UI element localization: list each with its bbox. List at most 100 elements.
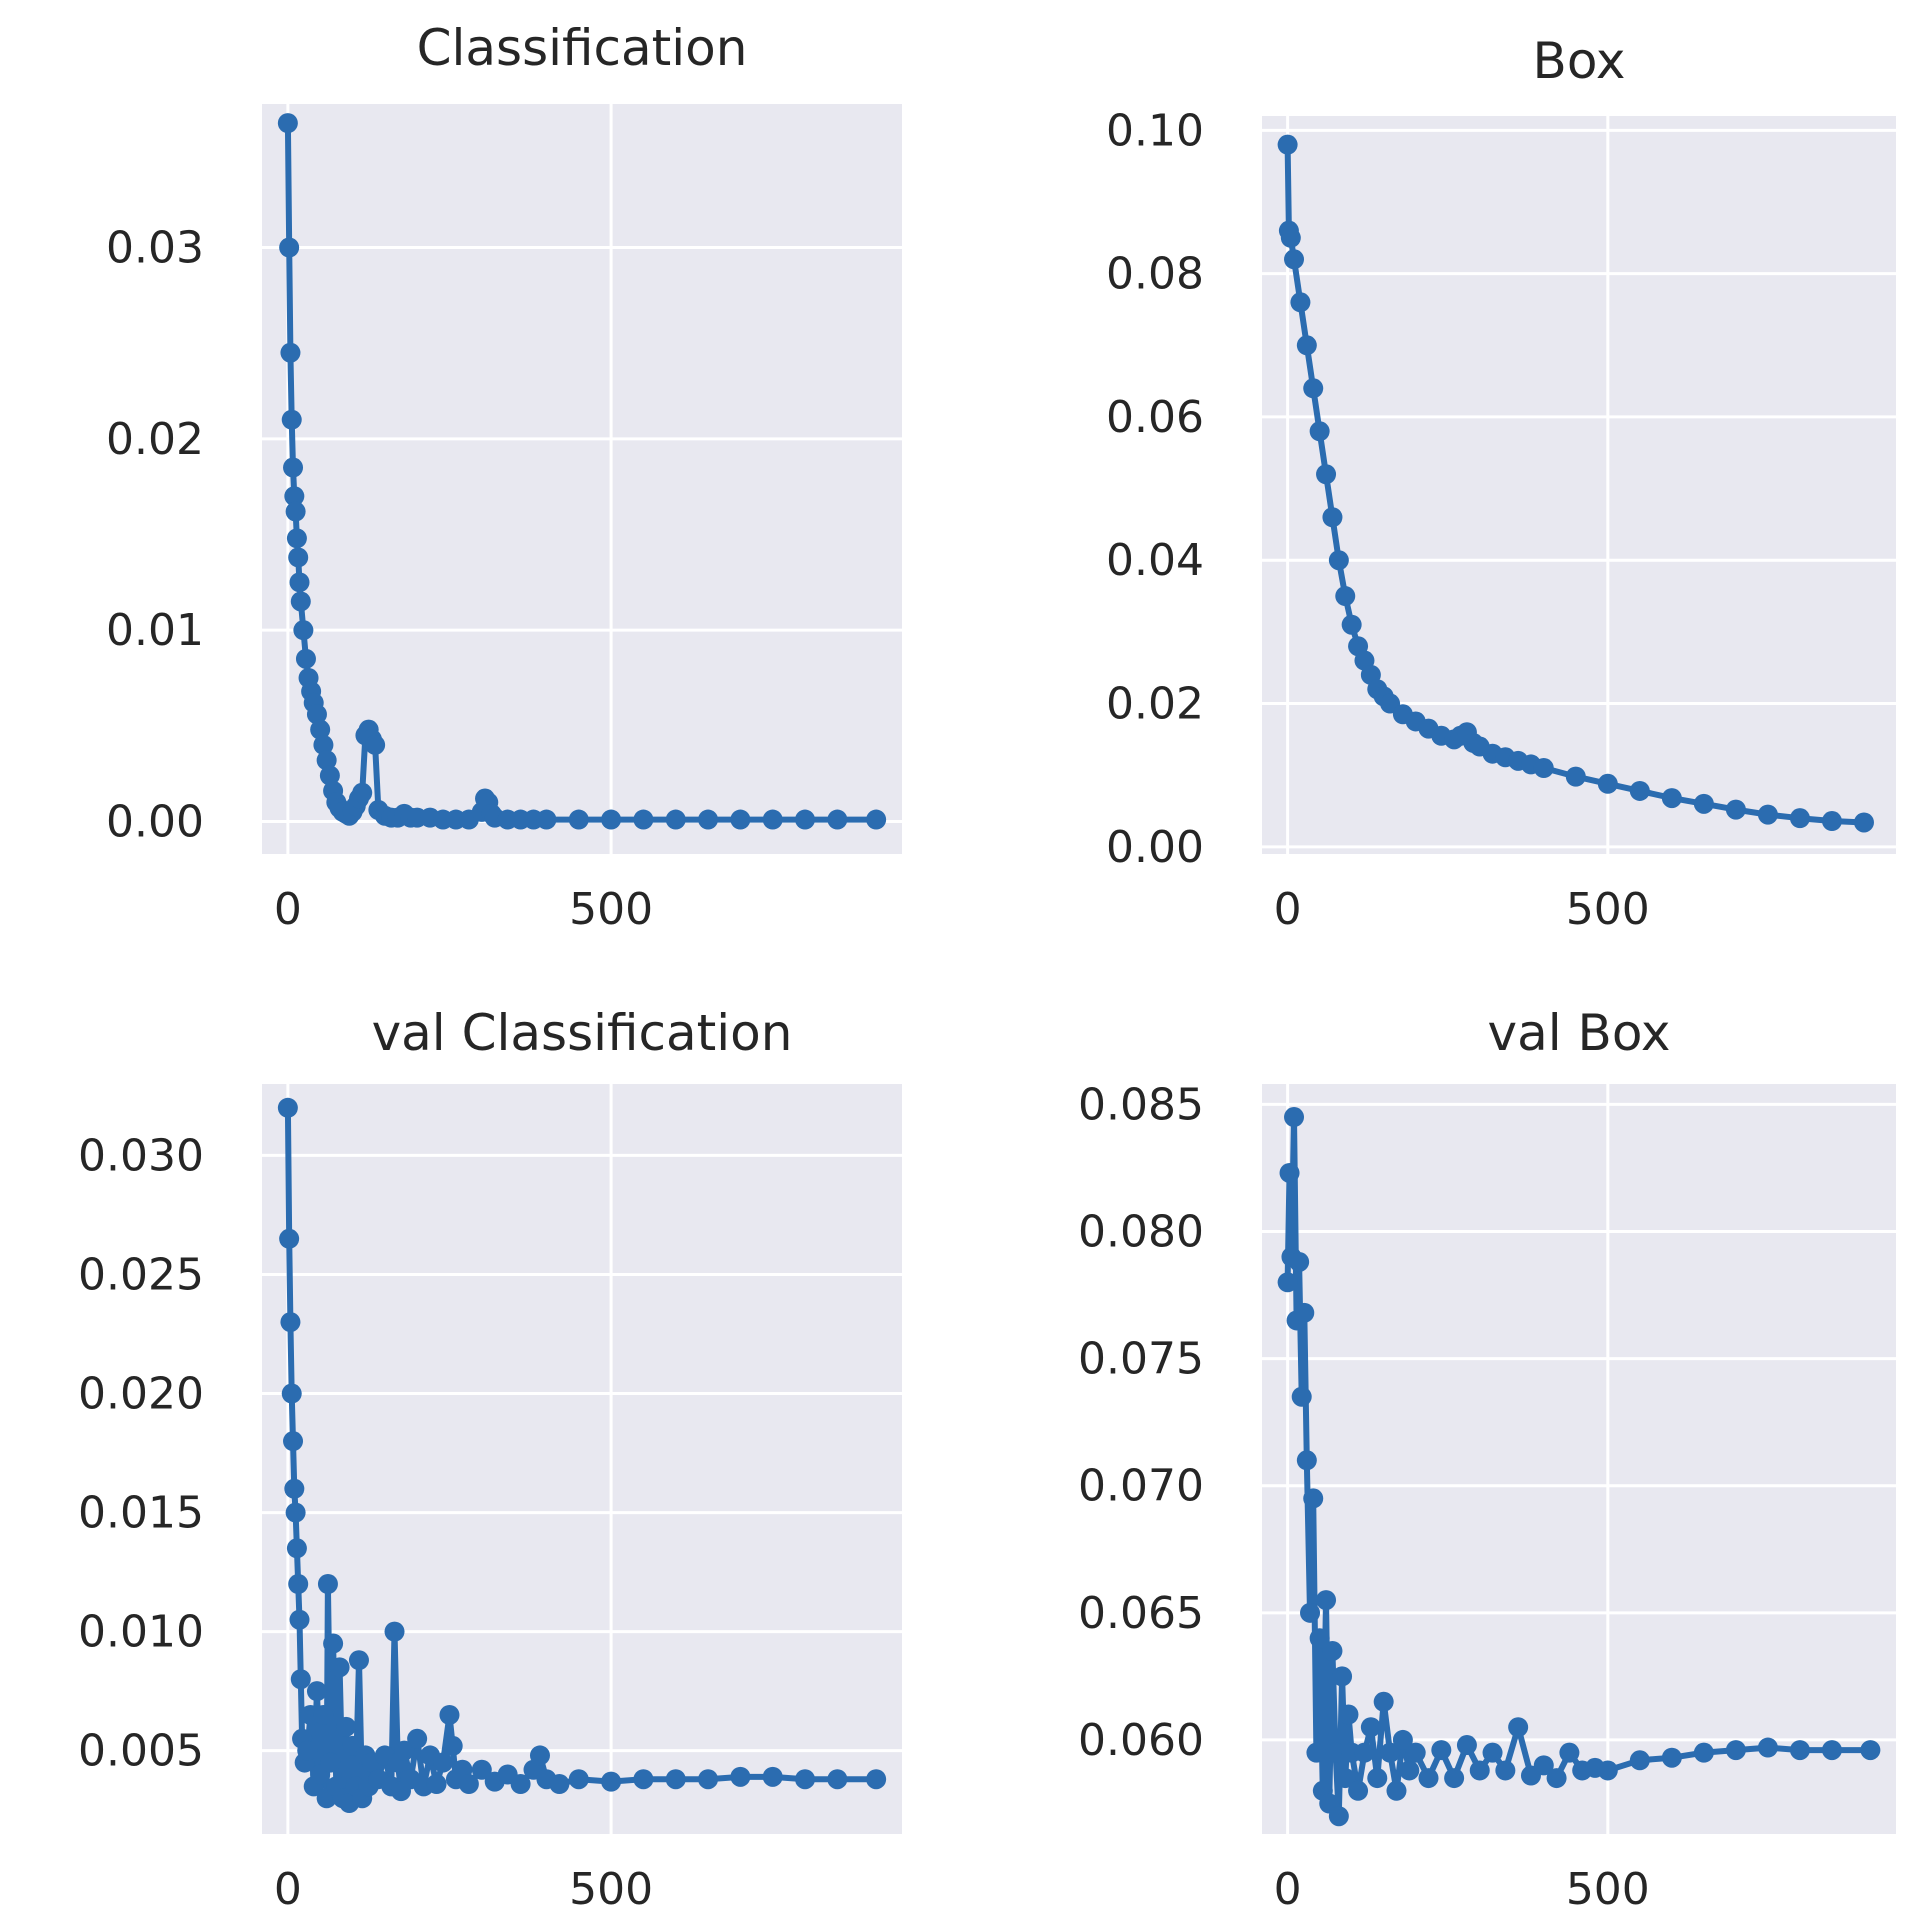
data-point xyxy=(1294,1302,1315,1323)
data-point xyxy=(280,342,301,363)
data-point xyxy=(549,1774,570,1794)
data-point xyxy=(1821,811,1842,832)
data-point xyxy=(277,1097,298,1118)
data-point xyxy=(1629,1750,1650,1771)
data-point xyxy=(730,809,751,830)
data-point xyxy=(323,1633,344,1654)
data-point xyxy=(1533,1755,1554,1776)
data-point xyxy=(284,1478,305,1499)
x-tick-label: 0 xyxy=(1274,1864,1302,1915)
data-point xyxy=(1821,1740,1842,1761)
data-point xyxy=(1482,1742,1503,1763)
x-tick-label: 500 xyxy=(569,1864,653,1915)
data-point xyxy=(1300,1602,1321,1623)
data-point xyxy=(1597,773,1618,794)
data-point xyxy=(827,1769,848,1790)
data-point xyxy=(286,1538,307,1559)
data-point xyxy=(866,809,887,830)
chart-title: val Classification xyxy=(372,1004,793,1062)
data-point xyxy=(279,1228,300,1249)
data-point xyxy=(281,409,302,430)
data-point xyxy=(1725,1740,1746,1761)
data-point xyxy=(1341,614,1362,635)
data-point xyxy=(1373,1691,1394,1712)
data-point xyxy=(601,809,622,830)
data-point xyxy=(290,591,311,612)
y-tick-label: 0.060 xyxy=(1078,1715,1204,1766)
data-point xyxy=(306,1681,327,1702)
data-point xyxy=(310,719,331,740)
data-point xyxy=(281,1383,302,1404)
data-point xyxy=(1386,1780,1407,1801)
data-point xyxy=(827,809,848,830)
data-point xyxy=(365,734,386,755)
data-point xyxy=(1328,1806,1349,1827)
data-point xyxy=(1757,804,1778,825)
data-point xyxy=(1354,1742,1375,1763)
data-point xyxy=(1546,1768,1567,1789)
data-point xyxy=(1296,335,1317,356)
data-point xyxy=(866,1769,887,1790)
data-point xyxy=(1284,1107,1305,1128)
data-point xyxy=(1284,249,1305,270)
data-point xyxy=(1303,378,1324,399)
x-tick-label: 0 xyxy=(1274,884,1302,935)
data-point xyxy=(1661,1747,1682,1768)
data-point xyxy=(289,1609,310,1630)
data-point xyxy=(426,1774,447,1794)
data-point xyxy=(277,113,298,134)
data-point xyxy=(1306,1742,1327,1763)
chart-title: Classification xyxy=(417,19,748,77)
y-tick-label: 0.080 xyxy=(1078,1206,1204,1257)
subplot-1: 0 500 0.00 0.01 0.02 0.03 Classification xyxy=(106,19,902,935)
data-point xyxy=(698,1769,719,1790)
subplot-4: 0 500 0.060 0.065 0.070 0.075 0.080 0.085 val Bo… xyxy=(1078,1004,1896,1915)
x-tick-label: 0 xyxy=(274,884,302,935)
data-point xyxy=(1296,1450,1317,1471)
data-point xyxy=(510,1774,531,1794)
data-point xyxy=(1418,1768,1439,1789)
data-point xyxy=(283,1431,304,1452)
data-point xyxy=(1335,1768,1356,1789)
data-point xyxy=(1316,464,1337,485)
data-point xyxy=(433,1752,454,1773)
data-point xyxy=(394,1740,415,1761)
y-tick-label: 0.08 xyxy=(1106,249,1204,300)
data-point xyxy=(1559,1742,1580,1763)
data-point xyxy=(280,1312,301,1333)
plot-area xyxy=(1262,116,1896,854)
data-point xyxy=(1332,1666,1353,1687)
y-tick-label: 0.03 xyxy=(106,222,204,273)
y-tick-label: 0.04 xyxy=(1106,535,1204,586)
data-point xyxy=(306,704,327,725)
subplot-3: 0 500 0.005 0.010 0.015 0.020 0.025 0.030 val Cl… xyxy=(78,1004,902,1915)
data-point xyxy=(1392,1729,1413,1750)
y-tick-label: 0.005 xyxy=(78,1726,204,1777)
data-point xyxy=(1431,1740,1452,1761)
data-point xyxy=(795,1769,816,1790)
data-point xyxy=(1338,1704,1359,1725)
data-point xyxy=(1495,1760,1516,1781)
chart-title: val Box xyxy=(1488,1004,1671,1062)
y-tick-label: 0.02 xyxy=(1106,679,1204,730)
data-point xyxy=(320,1752,341,1773)
data-point xyxy=(1328,550,1349,571)
data-point xyxy=(1335,586,1356,607)
data-point xyxy=(1661,788,1682,809)
data-point xyxy=(288,547,309,568)
data-point xyxy=(297,1740,318,1761)
chart-title: Box xyxy=(1533,32,1626,90)
data-point xyxy=(1693,793,1714,814)
data-point xyxy=(568,1769,589,1790)
data-point xyxy=(285,1502,306,1523)
data-point xyxy=(633,1769,654,1790)
data-point xyxy=(313,1704,334,1725)
data-point xyxy=(286,528,307,549)
data-point xyxy=(665,809,686,830)
data-point xyxy=(1725,799,1746,820)
data-point xyxy=(290,1669,311,1690)
y-tick-label: 0.00 xyxy=(1106,822,1204,873)
data-point xyxy=(601,1771,622,1792)
data-point xyxy=(439,1704,460,1725)
